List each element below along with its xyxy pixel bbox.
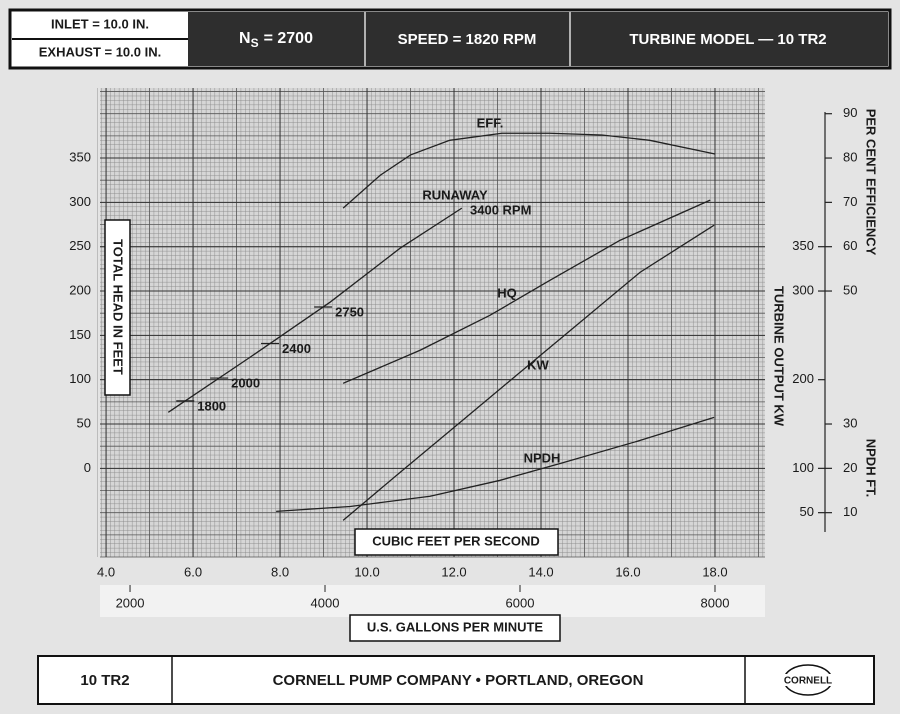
y-tick-label: 200 (69, 282, 91, 297)
header-dark-bg (188, 12, 888, 66)
speed-label: 1800 (197, 398, 226, 413)
y4-tick-label: 20 (843, 460, 857, 475)
exhaust: EXHAUST = 10.0 IN. (39, 44, 161, 59)
curve-label: KW (527, 357, 549, 372)
y2-tick-label: 80 (843, 149, 857, 164)
x-tick-label: 18.0 (702, 564, 727, 579)
y3-tick-label: 350 (792, 238, 814, 253)
y-tick-label: 250 (69, 238, 91, 253)
curve (342, 132, 716, 209)
x2-axis-title: U.S. GALLONS PER MINUTE (367, 619, 544, 634)
footer-frame (37, 655, 875, 705)
curve-label: RUNAWAY (422, 187, 488, 202)
x-tick-label: 4.0 (97, 564, 115, 579)
x2-tick-label: 6000 (506, 595, 535, 610)
x2label-box (349, 614, 561, 642)
ns-main: N (239, 30, 251, 47)
y4-axis-title: NPDH FT. (864, 439, 879, 498)
grid (97, 88, 765, 558)
y2-tick-label: 50 (843, 282, 857, 297)
curves (167, 132, 716, 521)
logo-band (779, 674, 837, 686)
curve (167, 207, 463, 413)
footer: 10 TR2 CORNELL PUMP COMPANY • PORTLAND, … (37, 655, 875, 705)
y2-tick-label: 90 (843, 105, 857, 120)
y-tick-label: 50 (77, 415, 91, 430)
y4-tick-label: 10 (843, 504, 857, 519)
x-tick-label: 10.0 (354, 564, 379, 579)
xlabel-box (354, 528, 559, 556)
curve-label: HQ (497, 285, 517, 300)
x-tick-label: 14.0 (528, 564, 553, 579)
model: TURBINE MODEL — 10 TR2 (629, 31, 826, 48)
x-tick-label: 16.0 (615, 564, 640, 579)
x-tick-label: 8.0 (271, 564, 289, 579)
y3-tick-label: 100 (792, 460, 814, 475)
x2-tick-label: 8000 (701, 595, 730, 610)
minor-grid (97, 88, 765, 557)
y3-tick-label: 300 (792, 282, 814, 297)
ns-sub: S (251, 36, 259, 50)
y-axis-title: TOTAL HEAD IN FEET (111, 239, 126, 375)
y-tick-label: 300 (69, 194, 91, 209)
curve (342, 199, 711, 384)
ns-text: NS = 2700 (239, 30, 313, 50)
curve-note: 3400 RPM (470, 202, 531, 217)
inlet: INLET = 10.0 IN. (51, 16, 149, 31)
speed-label: 2000 (231, 375, 260, 390)
speed: SPEED = 1820 RPM (398, 31, 537, 48)
header-dark-cells: NS = 2700 SPEED = 1820 RPM TURBINE MODEL … (188, 12, 888, 66)
y-tick-label: 0 (84, 460, 91, 475)
footer-model: 10 TR2 (80, 672, 129, 689)
y-tick-label: 150 (69, 327, 91, 342)
x-tick-label: 12.0 (441, 564, 466, 579)
y3-tick-label: 200 (792, 371, 814, 386)
gpm-band (100, 585, 765, 617)
y2-tick-label: 70 (843, 194, 857, 209)
header: NS = 2700 SPEED = 1820 RPM TURBINE MODEL … (8, 8, 892, 70)
curve (276, 416, 715, 512)
logo-text: CORNELL (784, 676, 832, 687)
y2-axis-title: PER CENT EFFICIENCY (864, 109, 879, 256)
curve-label: NPDH (524, 450, 561, 465)
ylabel-box (104, 219, 131, 396)
footer-company: CORNELL PUMP COMPANY • PORTLAND, OREGON (273, 672, 644, 689)
ns-rest: = 2700 (264, 30, 313, 47)
curve (342, 224, 715, 521)
y2-tick-label: 60 (843, 238, 857, 253)
y3-axis-title: TURBINE OUTPUT KW (772, 286, 787, 427)
x-tick-label: 6.0 (184, 564, 202, 579)
curve-label: EFF. (477, 115, 504, 130)
x2-tick-label: 4000 (311, 595, 340, 610)
y-tick-label: 350 (69, 149, 91, 164)
y4-tick-label: 30 (843, 415, 857, 430)
speed-label: 2400 (282, 341, 311, 356)
x2-tick-label: 2000 (116, 595, 145, 610)
x-axis-title: CUBIC FEET PER SECOND (372, 533, 540, 548)
speed-label: 2750 (335, 304, 364, 319)
y3-tick-label: 50 (800, 504, 814, 519)
y-tick-label: 100 (69, 371, 91, 386)
